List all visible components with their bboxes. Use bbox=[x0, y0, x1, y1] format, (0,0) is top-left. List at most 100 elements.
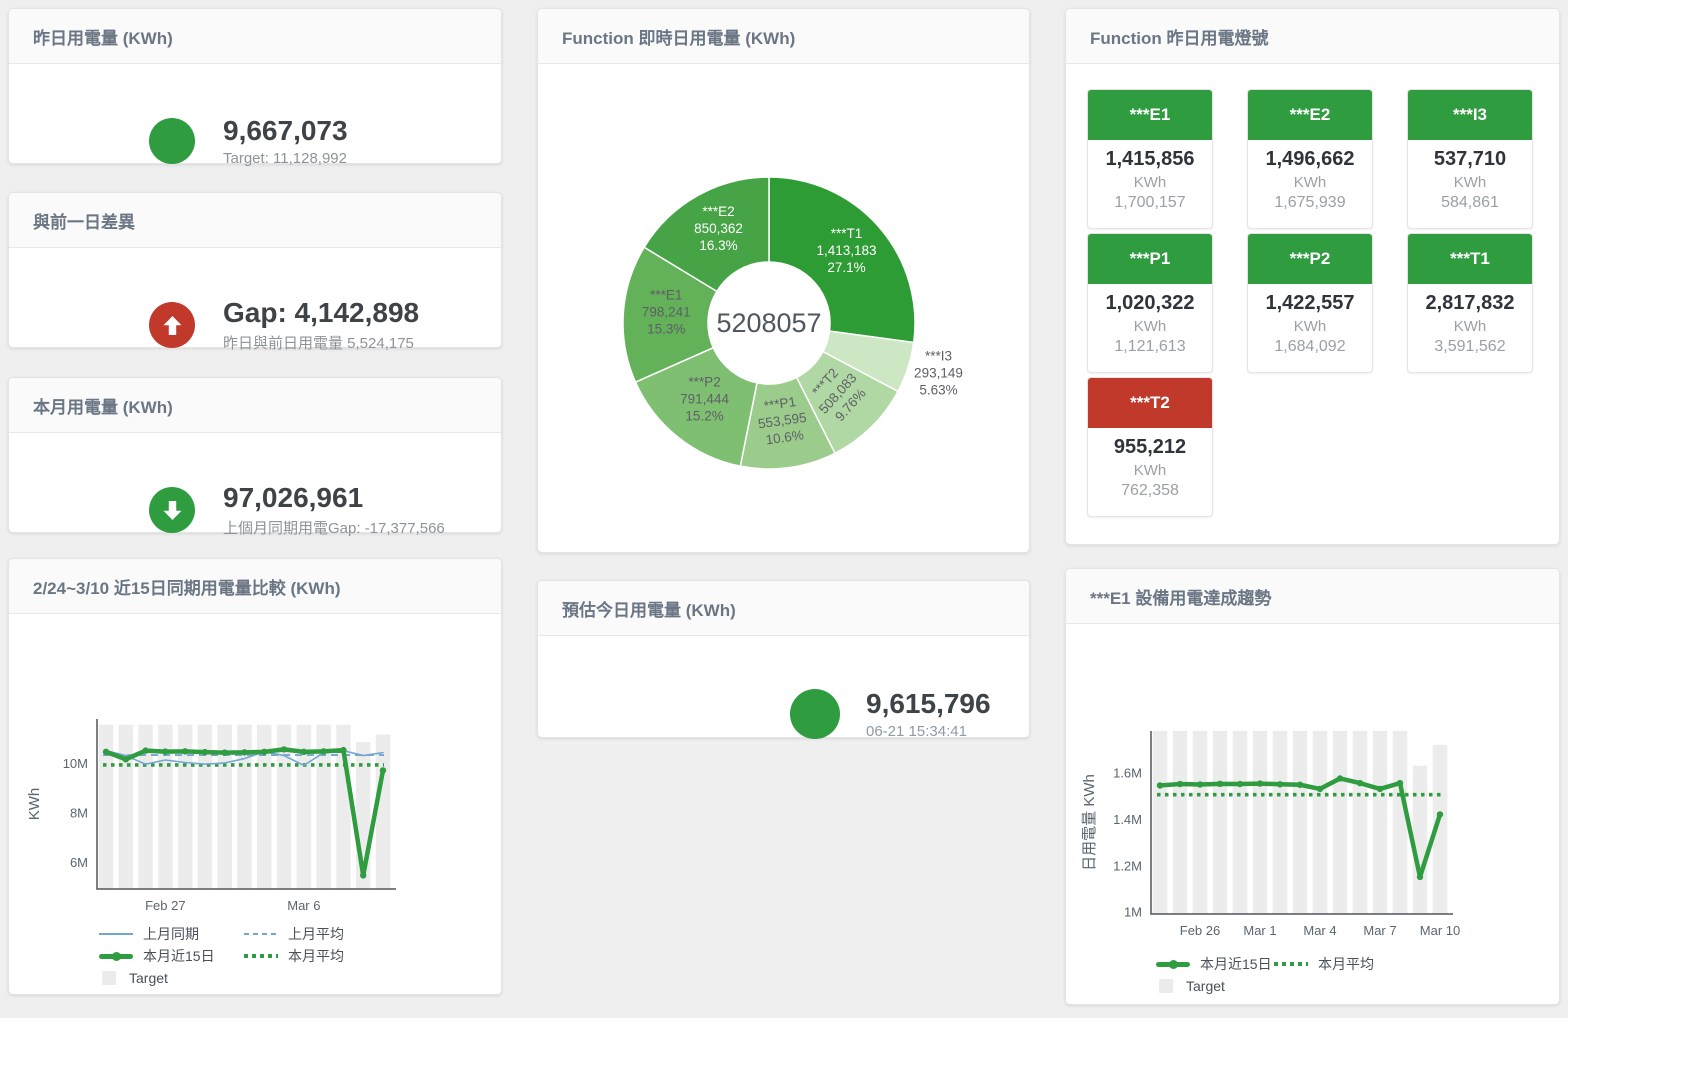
target-bar bbox=[1172, 731, 1188, 914]
series-point bbox=[1336, 775, 1344, 782]
donut-slice-label: ***T1 1,413,183 27.1% bbox=[817, 226, 877, 275]
target-bar bbox=[1292, 731, 1308, 914]
series-point bbox=[1396, 779, 1404, 787]
svg-text:8M: 8M bbox=[70, 805, 88, 820]
kpi-value: 9,615,796 bbox=[866, 687, 991, 719]
light-tile-label: ***P1 bbox=[1088, 234, 1212, 284]
legend-item[interactable]: 本月平均 bbox=[1274, 954, 1392, 974]
daily-usage-donut-chart[interactable]: ***T1 1,413,183 27.1%***I3 293,149 5.63%***T… bbox=[538, 64, 1031, 553]
legend-item[interactable]: 本月平均 bbox=[244, 946, 389, 966]
light-tile-T1: ***T1 2,817,832 KWh 3,591,562 bbox=[1407, 233, 1533, 373]
arrow-down-icon bbox=[163, 500, 181, 520]
panel-title: 本月用電量 (KWh) bbox=[33, 397, 173, 417]
svg-text:1.4M: 1.4M bbox=[1113, 812, 1142, 827]
series-point bbox=[300, 748, 308, 756]
panel-header: Function 即時日用電量 (KWh) bbox=[538, 9, 1029, 64]
axis bbox=[1150, 731, 1453, 915]
light-tile-value: 1,020,322 bbox=[1105, 292, 1195, 314]
legend-swatch-icon bbox=[99, 951, 133, 961]
kpi-body: 9,667,073 Target: 11,128,992 bbox=[9, 64, 501, 218]
status-circle-green bbox=[149, 118, 195, 164]
axis bbox=[96, 719, 396, 890]
light-tile-target: 1,700,157 bbox=[1114, 194, 1186, 211]
series-point bbox=[162, 748, 169, 755]
panel-status-lights: Function 昨日用電燈號 ***E1 1,415,856 KWh 1,700,1… bbox=[1065, 8, 1560, 545]
donut-slice-label: ***P2 791,444 15.2% bbox=[680, 374, 729, 423]
kpi-subtitle: Target: 11,128,992 bbox=[223, 150, 347, 168]
kpi-body: 97,026,961 上個月同期用電Gap: -17,377,566 bbox=[9, 433, 501, 587]
legend-swatch-icon bbox=[102, 971, 116, 985]
kpi-subtitle: 上個月同期用電Gap: -17,377,566 bbox=[223, 520, 445, 538]
light-tile-value: 537,710 bbox=[1433, 148, 1507, 170]
light-tile-unit: KWh bbox=[1133, 318, 1167, 335]
series-point bbox=[280, 746, 288, 753]
legend-swatch-icon bbox=[1274, 962, 1308, 966]
light-tile-value: 1,496,662 bbox=[1265, 148, 1355, 170]
status-circle-green bbox=[790, 689, 840, 739]
donut-slice-label: ***I3 293,149 5.63% bbox=[914, 348, 963, 397]
status-circle-red bbox=[149, 302, 195, 348]
series-point bbox=[201, 748, 209, 756]
series-point bbox=[1316, 785, 1324, 793]
y-axis-label: 日用電量 KWh bbox=[1081, 774, 1098, 871]
dashboard-board: 昨日用電量 (KWh) 9,667,073 Target: 11,128,992… bbox=[0, 0, 1568, 1018]
legend-item[interactable]: 上月同期 bbox=[99, 924, 244, 944]
kpi-timestamp: 06-21 15:34:41 bbox=[866, 723, 967, 741]
panel-yesterday-usage: 昨日用電量 (KWh) 9,667,073 Target: 11,128,992 bbox=[8, 8, 502, 167]
chart-body: ***T1 1,413,183 27.1% ***I3 293,149 5.63% ***T… bbox=[538, 64, 1029, 558]
donut-slice-label: ***P1553,59510.6% bbox=[755, 393, 810, 448]
series-point bbox=[1276, 781, 1284, 788]
series-point bbox=[1376, 785, 1384, 793]
series-point bbox=[181, 748, 189, 755]
light-tile-label: ***P2 bbox=[1248, 234, 1372, 284]
target-bar bbox=[1272, 731, 1288, 914]
panel-header: ***E1 設備用電達成趨勢 bbox=[1066, 569, 1559, 624]
target-bar bbox=[1252, 731, 1268, 914]
legend-swatch-icon bbox=[244, 933, 278, 935]
legend-swatch-icon bbox=[1156, 959, 1190, 969]
panel-header: 昨日用電量 (KWh) bbox=[9, 9, 501, 64]
legend-item[interactable]: Target bbox=[1156, 978, 1274, 994]
svg-text:Feb 27: Feb 27 bbox=[145, 898, 185, 913]
series-point bbox=[1216, 780, 1224, 788]
series-point bbox=[320, 748, 327, 755]
target-bar bbox=[118, 724, 134, 889]
target-bar bbox=[138, 724, 153, 889]
panel-header: 預估今日用電量 (KWh) bbox=[538, 581, 1029, 636]
legend-item[interactable]: 本月近15日 bbox=[99, 946, 244, 966]
series-point bbox=[340, 746, 347, 754]
comparison-line-chart[interactable]: 6M 8M 10M Feb 27 Mar 6 KWh bbox=[9, 614, 503, 914]
legend-label: 本月平均 bbox=[1318, 956, 1374, 972]
legend-item[interactable]: 本月近15日 bbox=[1156, 954, 1274, 974]
target-bar bbox=[1412, 765, 1428, 914]
legend-label: 本月近15日 bbox=[1200, 956, 1272, 972]
series-point bbox=[261, 748, 268, 756]
legend-label: Target bbox=[1186, 978, 1225, 994]
donut-slice-label: ***E1 798,241 15.3% bbox=[642, 287, 691, 336]
panel-title: 預估今日用電量 (KWh) bbox=[562, 600, 736, 620]
panel-header: 2/24~3/10 近15日同期用電量比較 (KWh) bbox=[9, 559, 501, 614]
kpi-value: 9,667,073 bbox=[223, 114, 348, 146]
svg-text:Mar 1: Mar 1 bbox=[1243, 923, 1276, 938]
svg-text:1.2M: 1.2M bbox=[1113, 858, 1142, 873]
light-tile-unit: KWh bbox=[1453, 174, 1487, 191]
series-point bbox=[241, 749, 248, 756]
series-point bbox=[122, 756, 129, 763]
light-tile-T2: ***T2 955,212 KWh 762,358 bbox=[1087, 377, 1213, 517]
light-tile-E2: ***E2 1,496,662 KWh 1,675,939 bbox=[1247, 89, 1373, 229]
light-tile-I3: ***I3 537,710 KWh 584,861 bbox=[1407, 89, 1533, 229]
kpi-subtitle: 昨日與前日用電量 5,524,175 bbox=[223, 335, 414, 353]
legend-item[interactable]: Target bbox=[99, 970, 244, 986]
legend-swatch-icon bbox=[244, 954, 278, 958]
light-tile-target: 1,684,092 bbox=[1274, 338, 1346, 355]
light-tile-unit: KWh bbox=[1133, 174, 1167, 191]
e1-trend-line-chart[interactable]: 1M 1.2M 1.4M 1.6M Feb 26 Mar 1 Mar 4 Mar 7 Mar 1… bbox=[1066, 624, 1561, 944]
target-bar bbox=[1312, 731, 1328, 914]
legend-label: 上月平均 bbox=[288, 926, 344, 942]
series-point bbox=[1256, 780, 1264, 787]
chart-legend: 本月近15日 本月平均 Target bbox=[1066, 953, 1559, 997]
target-bar bbox=[1332, 731, 1348, 914]
target-bar bbox=[1192, 731, 1208, 914]
legend-swatch-icon bbox=[1159, 979, 1173, 993]
legend-item[interactable]: 上月平均 bbox=[244, 924, 389, 944]
